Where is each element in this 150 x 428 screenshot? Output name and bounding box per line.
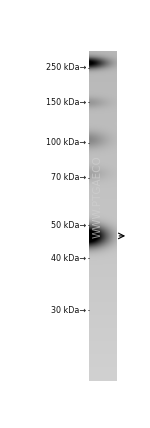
Text: 250 kDa→: 250 kDa→ — [46, 63, 86, 72]
Text: WWW.PTGAECO: WWW.PTGAECO — [93, 155, 103, 238]
Text: 30 kDa→: 30 kDa→ — [51, 306, 86, 315]
Text: 50 kDa→: 50 kDa→ — [51, 221, 86, 230]
Text: 100 kDa→: 100 kDa→ — [46, 139, 86, 148]
Text: 150 kDa→: 150 kDa→ — [46, 98, 86, 107]
Text: 70 kDa→: 70 kDa→ — [51, 173, 86, 182]
Text: 40 kDa→: 40 kDa→ — [51, 254, 86, 263]
